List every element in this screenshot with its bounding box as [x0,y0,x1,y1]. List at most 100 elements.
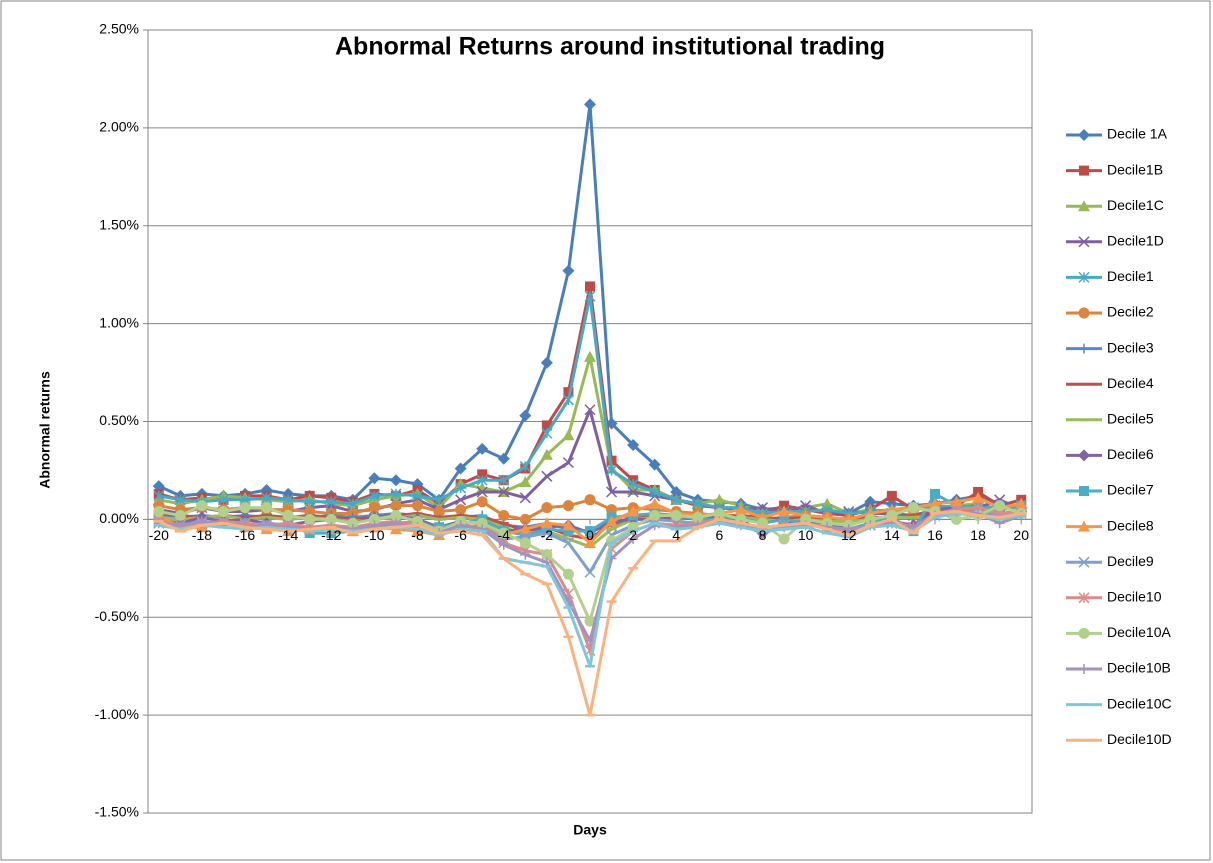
x-tick-label: -4 [498,527,511,543]
marker [1078,129,1090,141]
x-tick-label: 0 [586,527,594,543]
x-tick-label: 12 [841,527,857,543]
y-tick-label: 2.50% [99,21,139,37]
marker [692,498,704,510]
marker [541,524,552,535]
marker [498,527,510,539]
x-tick-label: -14 [278,527,298,543]
marker [606,464,618,476]
marker [519,476,532,488]
marker [1078,200,1090,212]
marker [584,615,596,627]
legend-label: Decile5 [1107,411,1154,427]
marker [606,486,618,498]
y-tick-label: -1.50% [95,804,139,820]
y-tick-label: 2.00% [99,119,139,135]
marker [390,509,402,521]
x-tick-label: -8 [411,527,424,543]
marker [1078,556,1090,568]
x-tick-label: 4 [672,527,680,543]
marker [1078,627,1090,639]
marker [368,490,380,502]
x-tick-label: 6 [715,527,723,543]
marker [498,486,510,498]
marker [304,513,316,525]
marker [1078,449,1090,462]
marker [562,500,574,512]
plot-area [152,98,1028,717]
marker [498,474,510,486]
marker [368,502,380,514]
marker [1079,486,1089,496]
marker [562,264,575,277]
marker [692,511,704,523]
marker [411,490,424,502]
marker [519,513,531,525]
x-tick-label: -2 [541,527,554,543]
legend-label: Decile4 [1107,375,1154,391]
marker [541,502,553,514]
marker [563,387,574,398]
marker [649,486,661,498]
legend-label: Decile6 [1107,446,1154,462]
marker [519,460,531,473]
marker [541,527,553,539]
x-tick-label: -6 [454,527,467,543]
marker [368,513,380,525]
y-tick-label: 1.00% [99,314,139,330]
marker [540,356,553,369]
marker [648,497,661,509]
marker [562,568,574,580]
marker [1078,520,1090,532]
marker [239,502,251,514]
legend-label: Decile1 [1107,268,1154,284]
marker [389,474,402,487]
marker [584,350,596,362]
marker [519,537,531,549]
marker [433,494,445,506]
y-tick-label: 1.50% [99,216,139,232]
legend-label: Decile1C [1107,197,1164,213]
x-tick-label: 10 [798,527,814,543]
x-axis-label: Days [573,822,607,838]
marker [562,394,574,406]
marker [1015,497,1028,509]
y-axis-label: Abnormal returns [37,371,53,489]
legend-label: Decile8 [1107,517,1154,533]
marker [907,502,919,514]
marker [476,496,488,508]
marker [649,509,661,521]
y-tick-label: 0.50% [99,412,139,428]
marker [1078,307,1090,319]
marker [497,452,510,465]
marker [541,470,553,482]
marker [886,490,897,501]
marker [520,549,531,560]
marker [476,482,489,494]
marker [541,549,553,561]
marker [347,498,359,510]
y-tick-label: 0.00% [99,510,139,526]
marker [734,503,747,515]
marker [972,491,985,503]
legend-label: Decile10D [1107,731,1172,747]
marker [412,500,424,512]
marker [390,488,402,500]
marker [455,482,467,494]
marker [540,517,553,529]
marker [779,514,790,525]
legend-label: Decile1D [1107,233,1164,249]
marker [541,420,552,431]
marker [713,493,726,505]
marker [519,523,532,535]
marker [1079,664,1089,674]
x-tick-label: 8 [759,527,767,543]
marker [950,495,963,507]
marker [325,513,337,525]
marker [196,500,208,512]
marker [455,504,467,516]
marker [476,474,488,486]
marker [584,536,596,548]
marker [1079,343,1089,354]
